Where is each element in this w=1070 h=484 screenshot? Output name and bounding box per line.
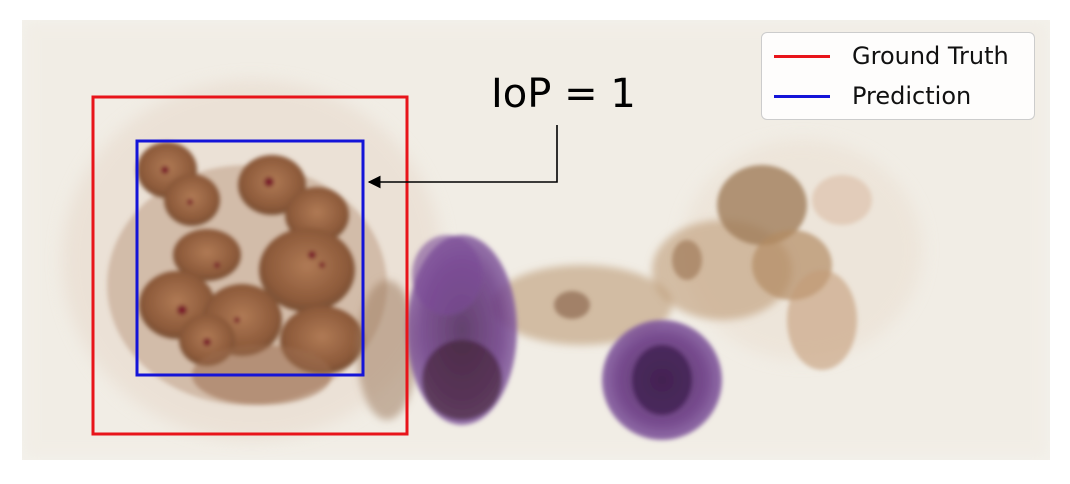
legend-line-prediction xyxy=(774,94,830,98)
legend-label-ground-truth: Ground Truth xyxy=(852,42,1009,70)
prediction-box xyxy=(135,139,365,377)
legend-entry-prediction: Prediction xyxy=(774,81,971,111)
legend-line-ground-truth xyxy=(774,54,830,58)
legend-entry-ground-truth: Ground Truth xyxy=(774,41,1009,71)
annotation-arrow xyxy=(367,125,558,189)
ground-truth-box xyxy=(91,95,409,436)
legend-label-prediction: Prediction xyxy=(852,82,972,110)
iop-annotation-label: IoP = 1 xyxy=(491,71,636,117)
legend: Ground Truth Prediction xyxy=(761,32,1035,120)
